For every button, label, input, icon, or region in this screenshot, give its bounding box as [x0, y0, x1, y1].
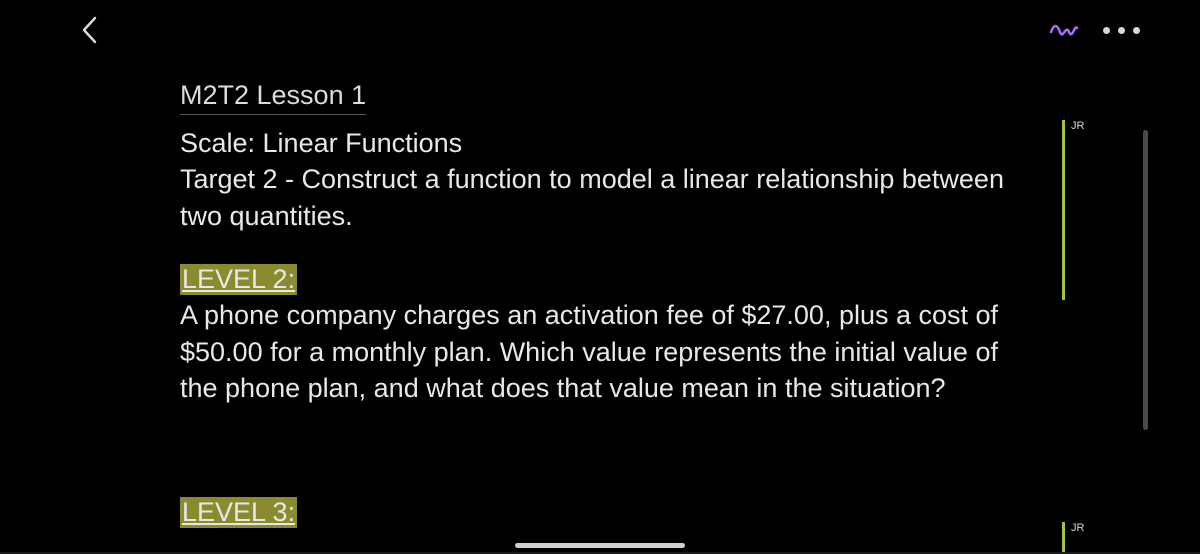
top-right-controls: [1049, 18, 1140, 43]
top-bar: [0, 0, 1200, 60]
target-line: Target 2 - Construct a function to model…: [180, 161, 1010, 234]
scrollbar-thumb[interactable]: [1143, 130, 1148, 430]
level-2-label: LEVEL 2:: [180, 264, 297, 295]
level-2-block: LEVEL 2: A phone company charges an acti…: [180, 264, 1010, 406]
level-3-block: LEVEL 3:: [180, 497, 1010, 528]
dot-icon: [1133, 27, 1140, 34]
document-content: M2T2 Lesson 1 Scale: Linear Functions Ta…: [180, 80, 1010, 528]
chevron-left-icon: [79, 15, 101, 45]
home-indicator[interactable]: [515, 543, 685, 548]
squiggle-icon[interactable]: [1049, 18, 1079, 43]
back-button[interactable]: [70, 10, 110, 50]
level-2-question: A phone company charges an activation fe…: [180, 297, 1010, 406]
dot-icon: [1103, 27, 1110, 34]
presence-indicator[interactable]: JR: [1062, 120, 1084, 300]
level-3-label: LEVEL 3:: [180, 497, 297, 528]
more-options-icon[interactable]: [1103, 27, 1140, 34]
presence-cursor-icon: [1062, 120, 1065, 300]
lesson-title: M2T2 Lesson 1: [180, 80, 366, 115]
scrollbar-track[interactable]: [1143, 120, 1148, 510]
scale-line: Scale: Linear Functions: [180, 125, 1010, 161]
presence-cursor-icon: [1062, 522, 1065, 552]
presence-indicator[interactable]: JR: [1062, 522, 1084, 552]
presence-initials: JR: [1067, 522, 1084, 534]
presence-initials: JR: [1067, 120, 1084, 132]
dot-icon: [1118, 27, 1125, 34]
